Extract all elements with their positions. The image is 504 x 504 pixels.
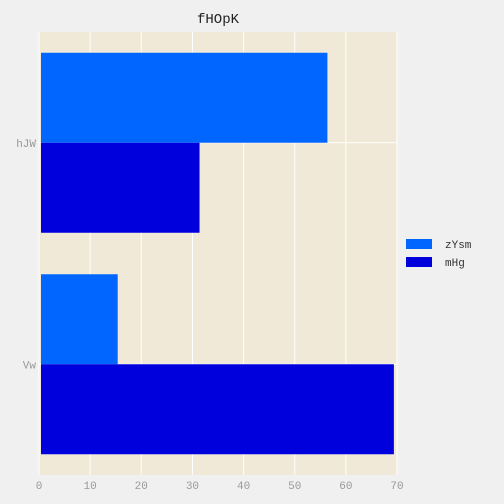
y-axis-ticks: hJW Vw bbox=[16, 139, 36, 373]
x-tick-label: 30 bbox=[186, 481, 199, 493]
x-tick-label: 70 bbox=[390, 481, 403, 493]
x-axis-ticks: 0 10 20 30 40 50 60 70 bbox=[36, 481, 404, 493]
legend: zYsm mHg bbox=[401, 232, 481, 274]
legend-swatch-mHg bbox=[406, 257, 432, 267]
bars bbox=[41, 52, 394, 455]
x-tick-label: 40 bbox=[237, 481, 250, 493]
bar-zYsm-Vw bbox=[41, 274, 118, 365]
x-tick-label: 50 bbox=[288, 481, 301, 493]
legend-label-zYsm: zYsm bbox=[445, 240, 472, 252]
x-tick-label: 10 bbox=[84, 481, 97, 493]
bar-mHg-Vw bbox=[41, 364, 394, 455]
x-tick-label: 20 bbox=[135, 481, 148, 493]
x-tick-label: 60 bbox=[339, 481, 352, 493]
x-tick-label: 0 bbox=[36, 481, 43, 493]
bar-zYsm-hJW bbox=[41, 52, 328, 143]
legend-label-mHg: mHg bbox=[445, 258, 465, 270]
legend-box bbox=[401, 232, 481, 274]
chart-title: fHOpK bbox=[197, 12, 240, 28]
legend-swatch-zYsm bbox=[406, 239, 432, 249]
bar-mHg-hJW bbox=[41, 142, 200, 233]
y-tick-label: Vw bbox=[23, 360, 37, 372]
y-tick-label: hJW bbox=[16, 139, 36, 151]
